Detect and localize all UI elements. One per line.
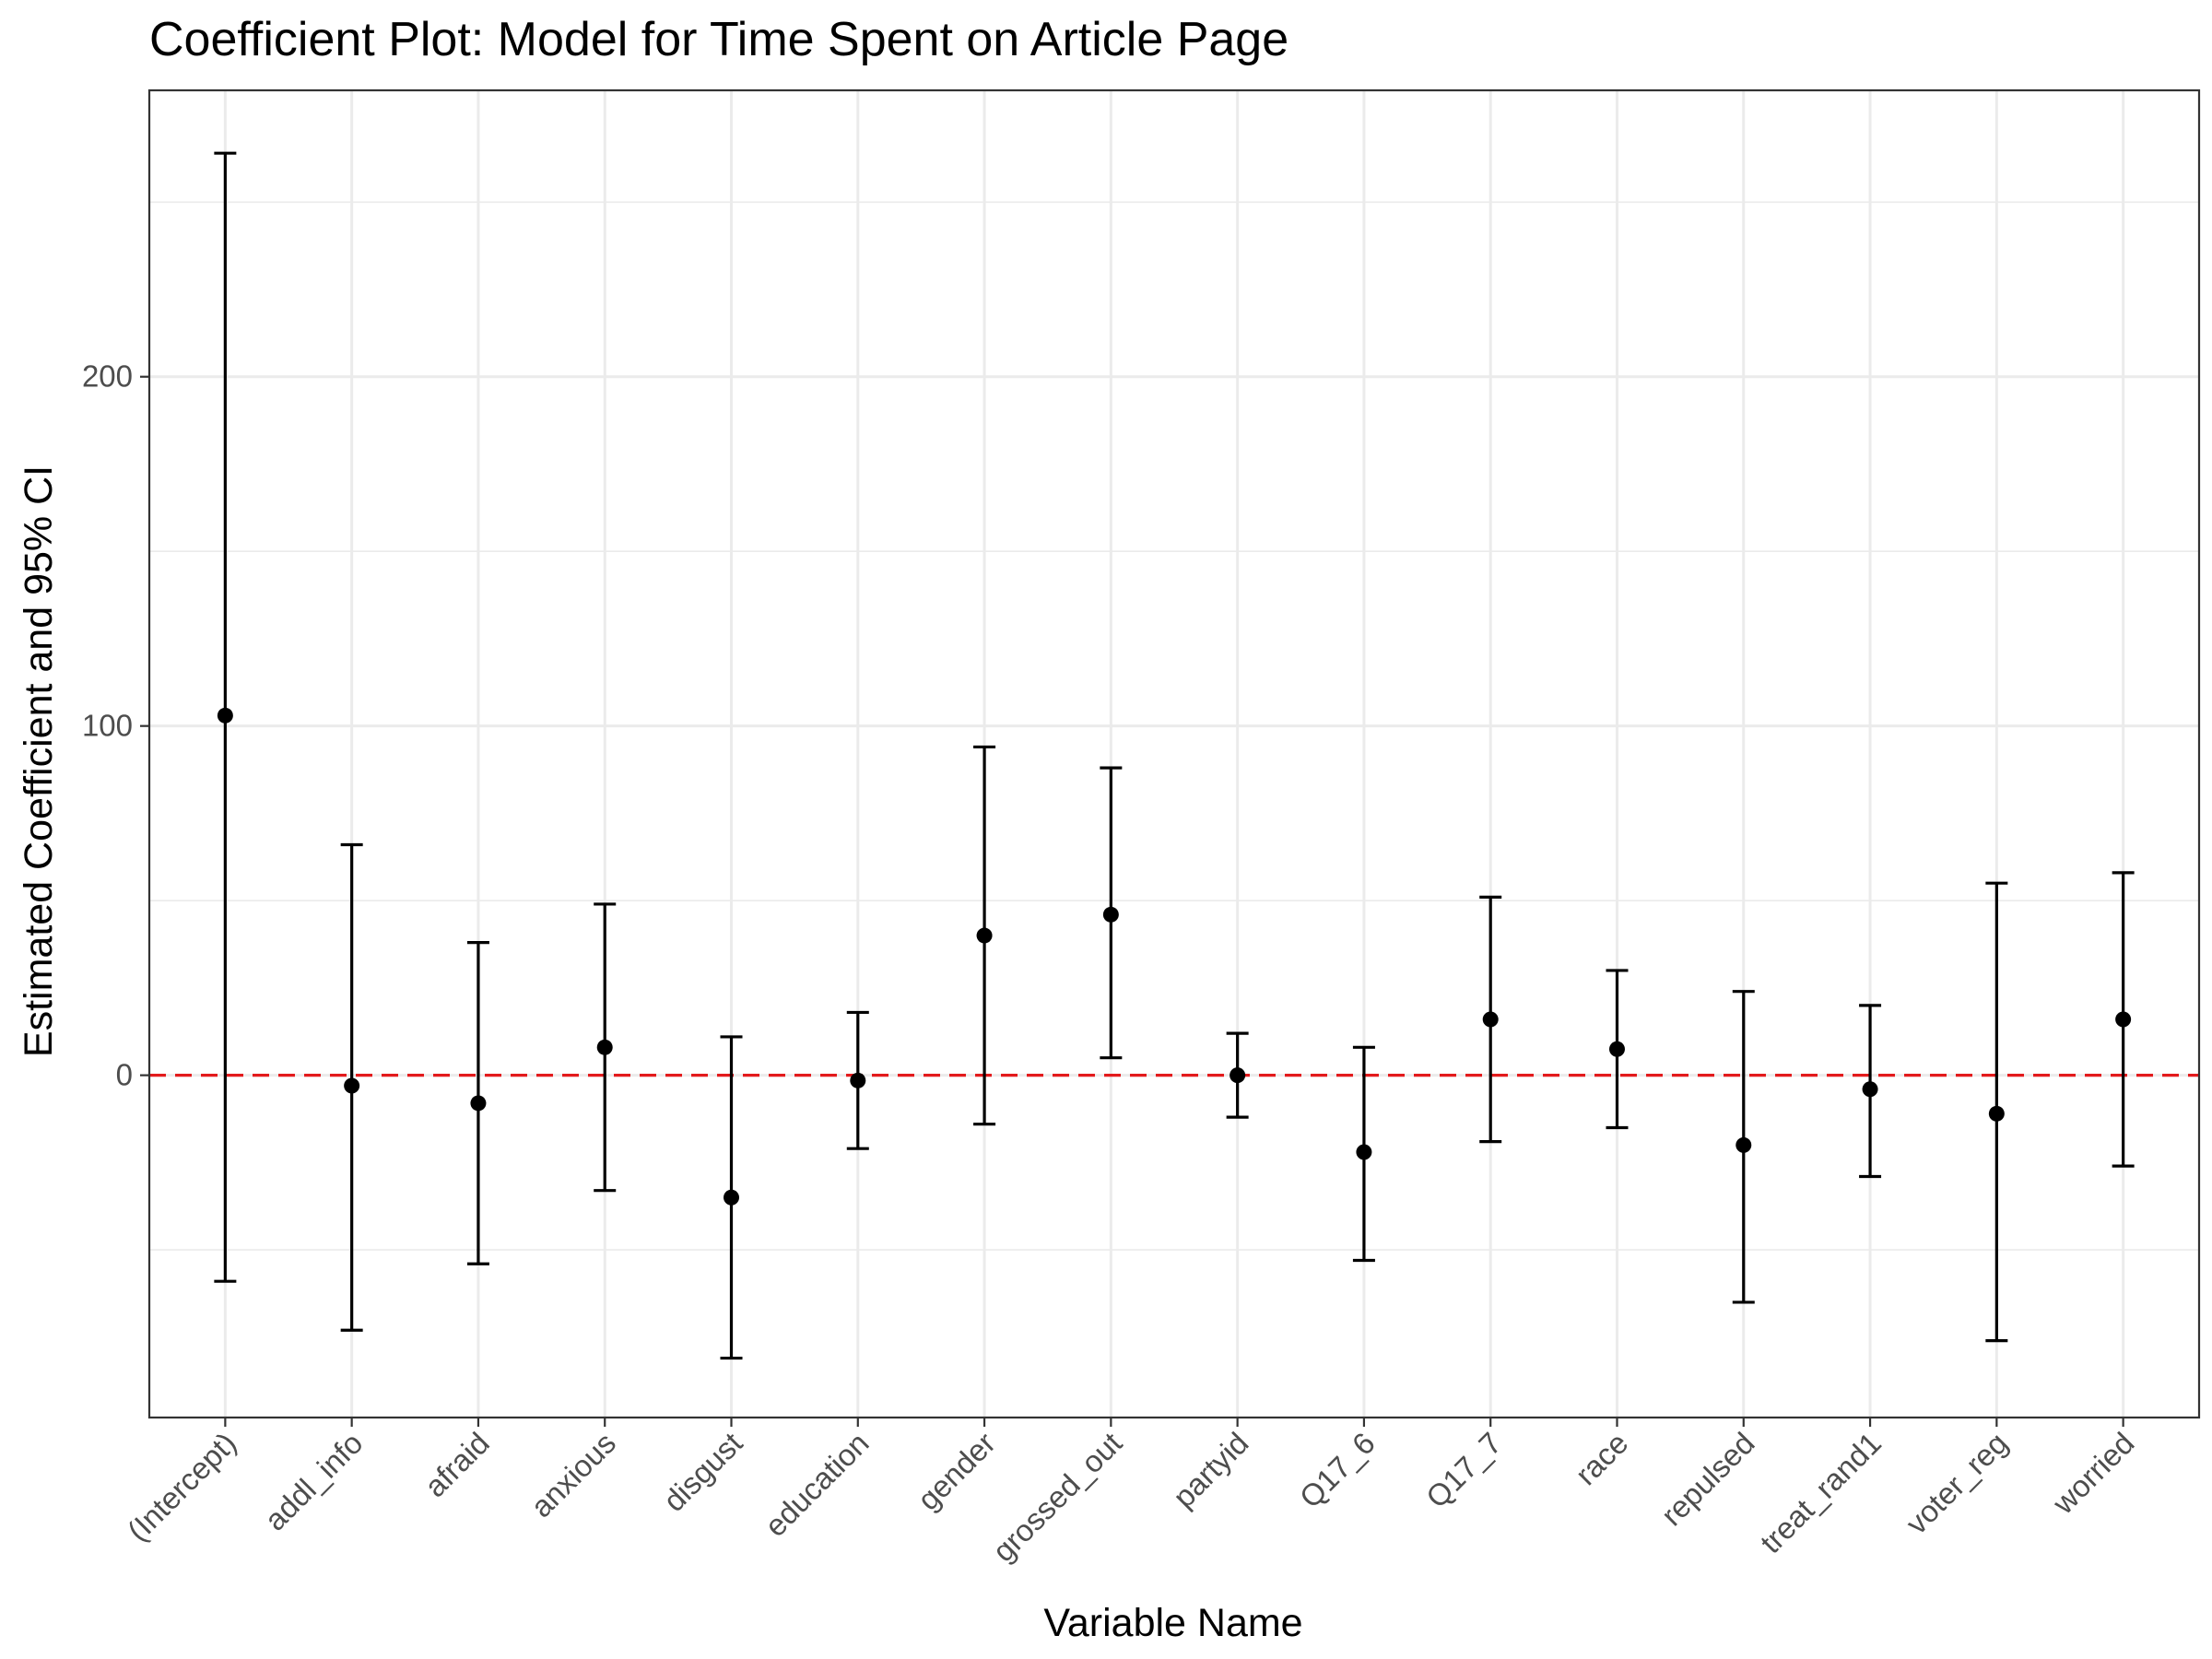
panel-border [147,88,2201,1419]
coefficient-education [846,1010,869,1150]
x-tick-label: gender [911,1426,1002,1517]
estimate-point [724,1189,740,1206]
coefficient-partyid [1226,1031,1249,1119]
x-tick-label: grossed_out [986,1426,1129,1569]
x-tick-label: worried [2045,1426,2140,1521]
x-tick-label: education [758,1426,875,1543]
estimate-point [1862,1081,1878,1098]
y-tick-label: 200 [82,359,133,394]
y-tick-label: 100 [82,709,133,743]
estimate-point [1988,1105,2005,1122]
estimate-point [1735,1136,1752,1153]
coefficient-addl-info [340,842,363,1332]
y-axis: 0 100 200 [82,359,149,1092]
x-tick-label: partyid [1166,1426,1254,1514]
coefficient-voter-reg [1985,881,2008,1343]
coefficient-q17-6 [1352,1045,1375,1263]
coefficient-marks [214,151,2135,1360]
estimate-point [344,1077,360,1094]
coefficient-worried [2112,871,2135,1168]
estimate-point [976,927,993,944]
x-axis: (Intercept) addl_info afraid anxious disgust… [121,1418,2141,1568]
coefficient-gender [973,745,996,1126]
coefficient-race [1606,969,1629,1130]
estimate-point [850,1072,866,1088]
estimate-point [1230,1067,1246,1084]
x-tick-label: (Intercept) [121,1426,243,1548]
estimate-point [1608,1041,1625,1057]
x-tick-label: race [1569,1426,1635,1492]
y-axis-title: Estimated Coefficient and 95% CI [17,465,61,1057]
x-tick-label: disgust [656,1426,748,1518]
y-tick-label: 0 [116,1058,133,1092]
estimate-point [2115,1011,2132,1028]
coefficient-q17-7 [1479,895,1502,1144]
x-tick-label: voter_reg [1900,1426,2015,1541]
x-tick-label: treat_rand1 [1753,1426,1888,1560]
estimate-point [217,707,233,724]
x-tick-label: Q17_6 [1293,1426,1382,1514]
coefficient-intercept [214,151,237,1283]
x-tick-label: afraid [418,1426,496,1504]
grid-lines [149,90,2199,1418]
coefficient-repulsed [1732,990,1755,1304]
x-tick-label: anxious [524,1426,623,1524]
estimate-point [470,1095,487,1112]
estimate-point [1356,1144,1372,1160]
estimate-point [1482,1011,1499,1028]
x-tick-label: repulsed [1654,1426,1761,1533]
x-axis-title: Variable Name [1043,1601,1302,1645]
coefficient-treat-rand1 [1859,1004,1882,1179]
chart-title: Coefficient Plot: Model for Time Spent o… [149,13,1288,66]
x-tick-label: Q17_7 [1419,1426,1508,1514]
coefficient-anxious [594,902,617,1193]
coefficient-afraid [466,941,489,1265]
coefficient-grossed-out [1100,766,1123,1060]
coefficient-disgust [720,1035,743,1360]
estimate-point [1102,906,1119,923]
estimate-point [596,1039,613,1055]
x-tick-label: addl_info [258,1426,370,1537]
